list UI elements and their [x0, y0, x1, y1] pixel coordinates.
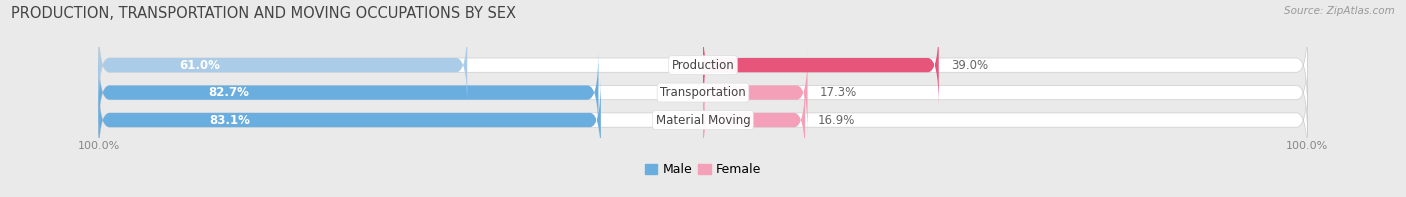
Text: Source: ZipAtlas.com: Source: ZipAtlas.com [1284, 6, 1395, 16]
FancyBboxPatch shape [98, 23, 1308, 107]
Text: Production: Production [672, 59, 734, 72]
Text: Material Moving: Material Moving [655, 113, 751, 126]
Text: 39.0%: 39.0% [950, 59, 988, 72]
FancyBboxPatch shape [98, 50, 1308, 135]
Text: PRODUCTION, TRANSPORTATION AND MOVING OCCUPATIONS BY SEX: PRODUCTION, TRANSPORTATION AND MOVING OC… [11, 6, 516, 21]
FancyBboxPatch shape [98, 78, 600, 162]
Text: 61.0%: 61.0% [180, 59, 221, 72]
FancyBboxPatch shape [703, 23, 939, 107]
Text: Transportation: Transportation [661, 86, 745, 99]
Text: 83.1%: 83.1% [209, 113, 250, 126]
FancyBboxPatch shape [703, 50, 807, 135]
FancyBboxPatch shape [98, 50, 599, 135]
Text: 16.9%: 16.9% [817, 113, 855, 126]
Text: 82.7%: 82.7% [208, 86, 249, 99]
Legend: Male, Female: Male, Female [640, 159, 766, 181]
Text: 17.3%: 17.3% [820, 86, 856, 99]
FancyBboxPatch shape [703, 78, 806, 162]
FancyBboxPatch shape [98, 23, 467, 107]
FancyBboxPatch shape [98, 78, 1308, 162]
